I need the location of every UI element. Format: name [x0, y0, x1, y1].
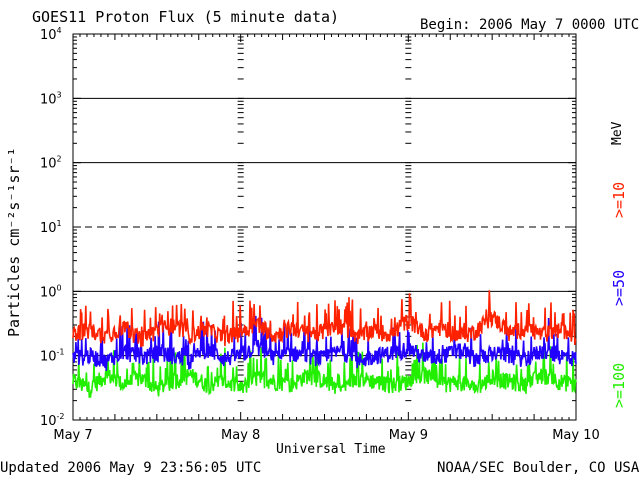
x-tick-label: May 8 — [221, 428, 260, 443]
x-tick-label: May 9 — [389, 428, 428, 443]
y-tick-label: 10-1 — [40, 348, 65, 365]
legend-series-10: >=10 — [610, 181, 628, 218]
y-axis-label: Particles cm⁻²s⁻¹sr⁻¹ — [5, 147, 23, 337]
y-tick-label: 10-2 — [40, 412, 65, 429]
legend-series-50: >=50 — [610, 269, 628, 306]
series-line-ge10 — [72, 290, 577, 348]
y-tick-label: 101 — [40, 219, 62, 236]
legend-unit: MeV — [610, 121, 625, 145]
updated-timestamp: Updated 2006 May 9 23:56:05 UTC — [0, 460, 262, 476]
y-tick-label: 103 — [40, 90, 62, 107]
x-tick-label: May 7 — [53, 428, 92, 443]
chart-title: GOES11 Proton Flux (5 minute data) — [32, 8, 340, 26]
source-credit: NOAA/SEC Boulder, CO USA — [437, 460, 640, 476]
x-tick-label: May 10 — [552, 428, 600, 443]
series-line-ge100 — [72, 342, 577, 398]
y-tick-label: 102 — [40, 155, 62, 172]
y-tick-label: 100 — [40, 283, 62, 300]
begin-time: Begin: 2006 May 7 0000 UTC — [420, 17, 640, 33]
y-tick-label: 104 — [40, 26, 62, 43]
series-line-ge50 — [72, 315, 577, 371]
legend-series-100: >=100 — [610, 362, 628, 408]
x-axis-label: Universal Time — [276, 442, 386, 457]
